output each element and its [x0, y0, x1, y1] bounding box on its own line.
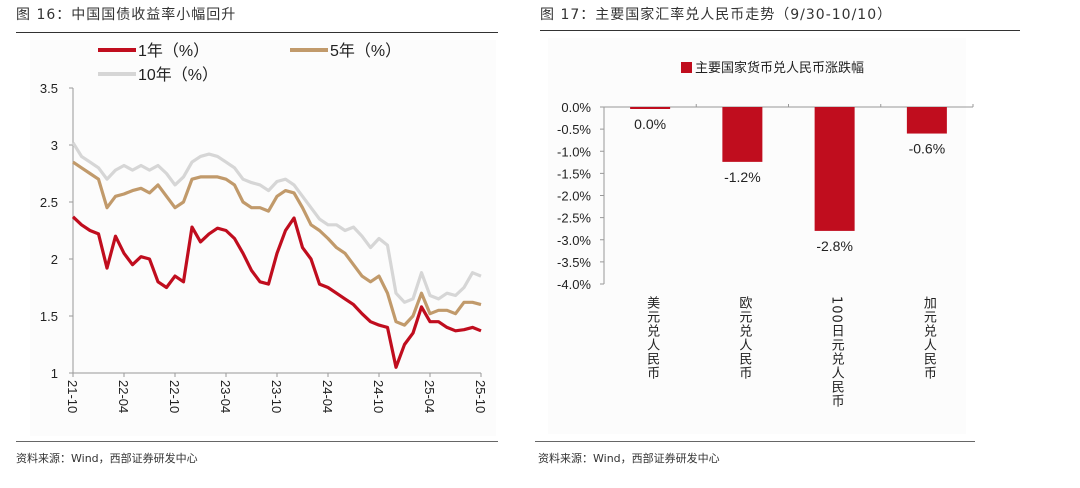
y-tick-label: -2.5% — [557, 211, 591, 226]
y-tick-label: -1.5% — [557, 166, 591, 181]
series-line-10y — [71, 141, 482, 304]
bar — [630, 107, 671, 109]
x-tick-label: 22-04 — [116, 380, 131, 413]
y-tick-label: -1.0% — [557, 144, 591, 159]
bar-value-label: -1.2% — [724, 169, 761, 185]
y-tick-label: -0.5% — [557, 122, 591, 137]
x-category-label: 加元兑人民币 — [920, 296, 936, 380]
bar — [722, 107, 763, 162]
x-tick-label: 25-10 — [473, 380, 488, 413]
y-tick-label: 2.5 — [40, 195, 58, 210]
right-chart-title: 图 17：主要国家汇率兑人民币走势（9/30-10/10） — [540, 7, 893, 23]
left-chart-title: 图 16：中国国债收益率小幅回升 — [16, 7, 237, 23]
x-tick-label: 23-04 — [218, 380, 233, 413]
series-line-5y — [72, 160, 482, 327]
left-source: 资料来源：Wind，西部证券研发中心 — [16, 452, 198, 465]
left-footer-rule — [16, 441, 498, 442]
right-title-rule — [540, 30, 1020, 31]
right-footer-rule — [535, 441, 975, 442]
legend-label: 主要国家货币兑人民币涨跌幅 — [695, 60, 864, 76]
yield-line-chart: 3.5 3 2.5 2 1.5 1 21-10 22-04 22-10 23-04 23-10 24-… — [30, 40, 496, 436]
legend-label: 10年（%） — [138, 66, 218, 84]
x-tick-label: 21-10 — [65, 380, 80, 413]
bar — [814, 107, 855, 231]
legend-swatch — [681, 62, 692, 73]
y-tick-label: -4.0% — [557, 277, 591, 292]
bar-value-label: -2.8% — [816, 238, 853, 254]
legend-label: 1年（%） — [138, 42, 209, 60]
bar-value-label: 0.0% — [634, 116, 666, 132]
y-tick-label: 0.0% — [561, 100, 591, 115]
left-title-rule — [16, 32, 498, 33]
y-tick-label: 1.5 — [40, 309, 58, 324]
x-tick-label: 25-04 — [422, 380, 437, 413]
y-tick-label: 3.5 — [40, 81, 58, 96]
y-tick-label: -3.0% — [557, 233, 591, 248]
bar-value-label: -0.6% — [909, 141, 946, 157]
x-tick-label: 24-04 — [320, 380, 335, 413]
y-tick-label: 3 — [51, 138, 58, 153]
bar — [906, 107, 947, 134]
x-tick-label: 22-10 — [167, 380, 182, 413]
x-category-label: 美元兑人民币 — [644, 296, 660, 380]
series-line-1y — [71, 215, 482, 369]
y-tick-label: -3.5% — [557, 255, 591, 270]
x-category-label: 100日元兑人民币 — [828, 296, 844, 408]
right-source: 资料来源：Wind，西部证券研发中心 — [538, 452, 720, 465]
legend-label: 5年（%） — [330, 42, 401, 60]
x-category-label: 欧元兑人民币 — [736, 296, 752, 380]
y-tick-label: 2 — [51, 252, 58, 267]
plot-background — [30, 40, 496, 436]
x-tick-label: 23-10 — [269, 380, 284, 413]
y-tick-label: -2.0% — [557, 189, 591, 204]
x-tick-label: 24-10 — [371, 380, 386, 413]
plot-background — [548, 38, 966, 434]
y-tick-label: 1 — [51, 366, 58, 381]
